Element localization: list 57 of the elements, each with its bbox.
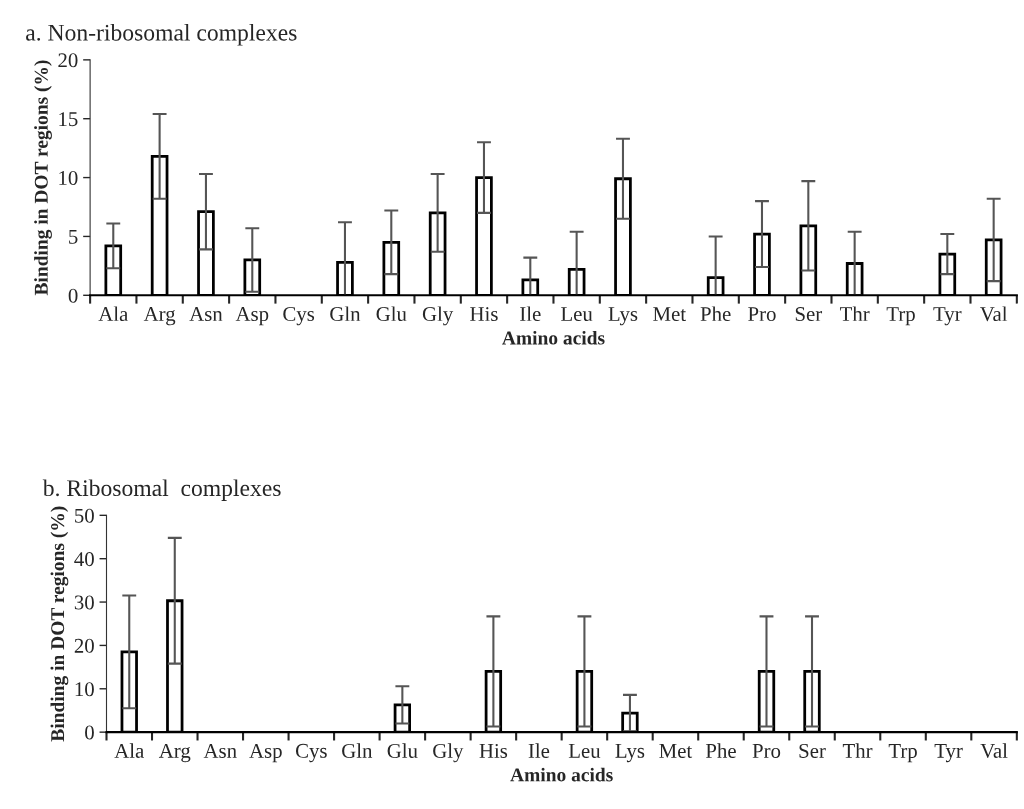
y-tick-label: 10 [59,170,78,186]
x-tick-label: Asp [249,743,282,763]
x-tick-label: Trp [886,307,915,326]
x-tick-label: Phe [705,743,736,758]
x-tick-label: Cys [295,743,327,763]
x-tick-label: Leu [568,744,601,758]
chart-title: b. Ribosomal complexes [42,479,281,501]
y-tick-label: 5 [69,230,78,244]
x-tick-label: Gly [433,743,464,763]
x-tick-label: Gly [422,306,454,326]
x-tick-label: Glu [376,306,407,322]
y-tick-label: 0 [85,725,94,740]
y-tick-label: 15 [59,112,78,127]
x-tick-label: Asn [203,743,237,758]
x-tick-label: Cys [283,307,315,326]
y-tick-label: 0 [68,288,78,303]
y-tick-label: 30 [74,595,94,610]
x-tick-label: Asp [235,307,269,326]
x-tick-label: Glu [387,743,418,758]
x-tick-label: Phe [700,306,731,322]
x-tick-label: Val [980,743,1008,759]
x-tick-label: Asn [189,307,223,322]
x-tick-label: Leu [561,307,593,322]
y-tick-label: 20 [74,638,94,653]
y-tick-label: 20 [58,53,78,68]
x-tick-label: Arg [158,743,191,763]
chart-title: a. Non-ribosomal complexes [26,24,297,46]
x-tick-label: Lys [615,744,645,763]
x-tick-label: Arg [143,307,176,326]
y-axis-title: Binding in DOT regions (%) [34,60,52,296]
x-tick-label: Tyr [934,744,963,763]
x-tick-label: Ala [98,306,129,322]
y-tick-label: 10 [75,682,94,697]
x-axis-title: Amino acids [510,767,613,782]
y-axis-title: Binding in DOT regions (%) [50,506,69,742]
x-tick-label: Thr [839,306,870,321]
x-axis-title: Amino acids [502,330,605,345]
x-tick-label: Gln [330,306,361,322]
x-tick-label: Ser [795,307,823,322]
x-tick-label: Ala [114,743,145,758]
y-tick-label: 40 [74,552,94,567]
x-tick-label: Pro [752,744,781,758]
x-tick-label: Trp [888,744,917,763]
x-tick-label: Tyr [933,307,962,326]
x-tick-label: Ile [520,306,541,322]
x-tick-label: Ser [799,743,826,758]
x-tick-label: Ile [528,743,550,758]
x-tick-label: Val [980,306,1008,322]
x-tick-label: Met [659,744,693,758]
x-tick-label: Thr [842,743,873,758]
x-tick-label: His [470,307,498,322]
x-tick-label: His [479,743,508,758]
x-tick-label: Met [653,307,686,322]
x-tick-label: Pro [748,307,776,322]
x-tick-label: Gln [342,743,373,758]
x-tick-label: Lys [608,307,638,326]
y-tick-label: 50 [75,508,94,523]
